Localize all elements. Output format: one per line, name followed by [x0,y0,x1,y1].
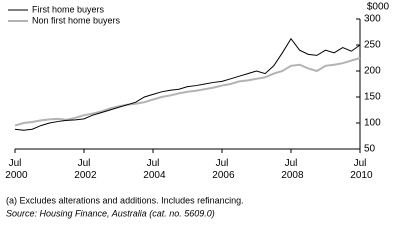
x-tick-label: Jul 2006 [209,158,234,181]
y-tick-label: 150 [364,92,381,103]
footnote: (a) Excludes alterations and additions. … [6,195,244,205]
y-tick-label: 200 [364,66,381,77]
y-tick-label: 250 [364,40,381,51]
y-axis-unit: $000 [367,2,390,13]
line [14,37,361,131]
legend-label: First home buyers [32,4,105,14]
chart: $000 (a) Excludes alterations and additi… [2,2,390,219]
x-tick-label: Jul 2008 [278,158,303,181]
y-tick-label: 100 [364,118,381,129]
x-tick-label: Jul 2004 [140,158,165,181]
legend-label: Non first home buyers [32,15,121,25]
source: Source: Housing Finance, Australia (cat.… [6,208,215,218]
x-tick-label: Jul 2000 [2,158,27,181]
x-tick-label: Jul 2010 [347,158,372,181]
x-tick-label: Jul 2002 [71,158,96,181]
line [14,57,361,127]
y-tick-label: 50 [364,144,376,155]
y-tick-label: 300 [364,14,381,25]
